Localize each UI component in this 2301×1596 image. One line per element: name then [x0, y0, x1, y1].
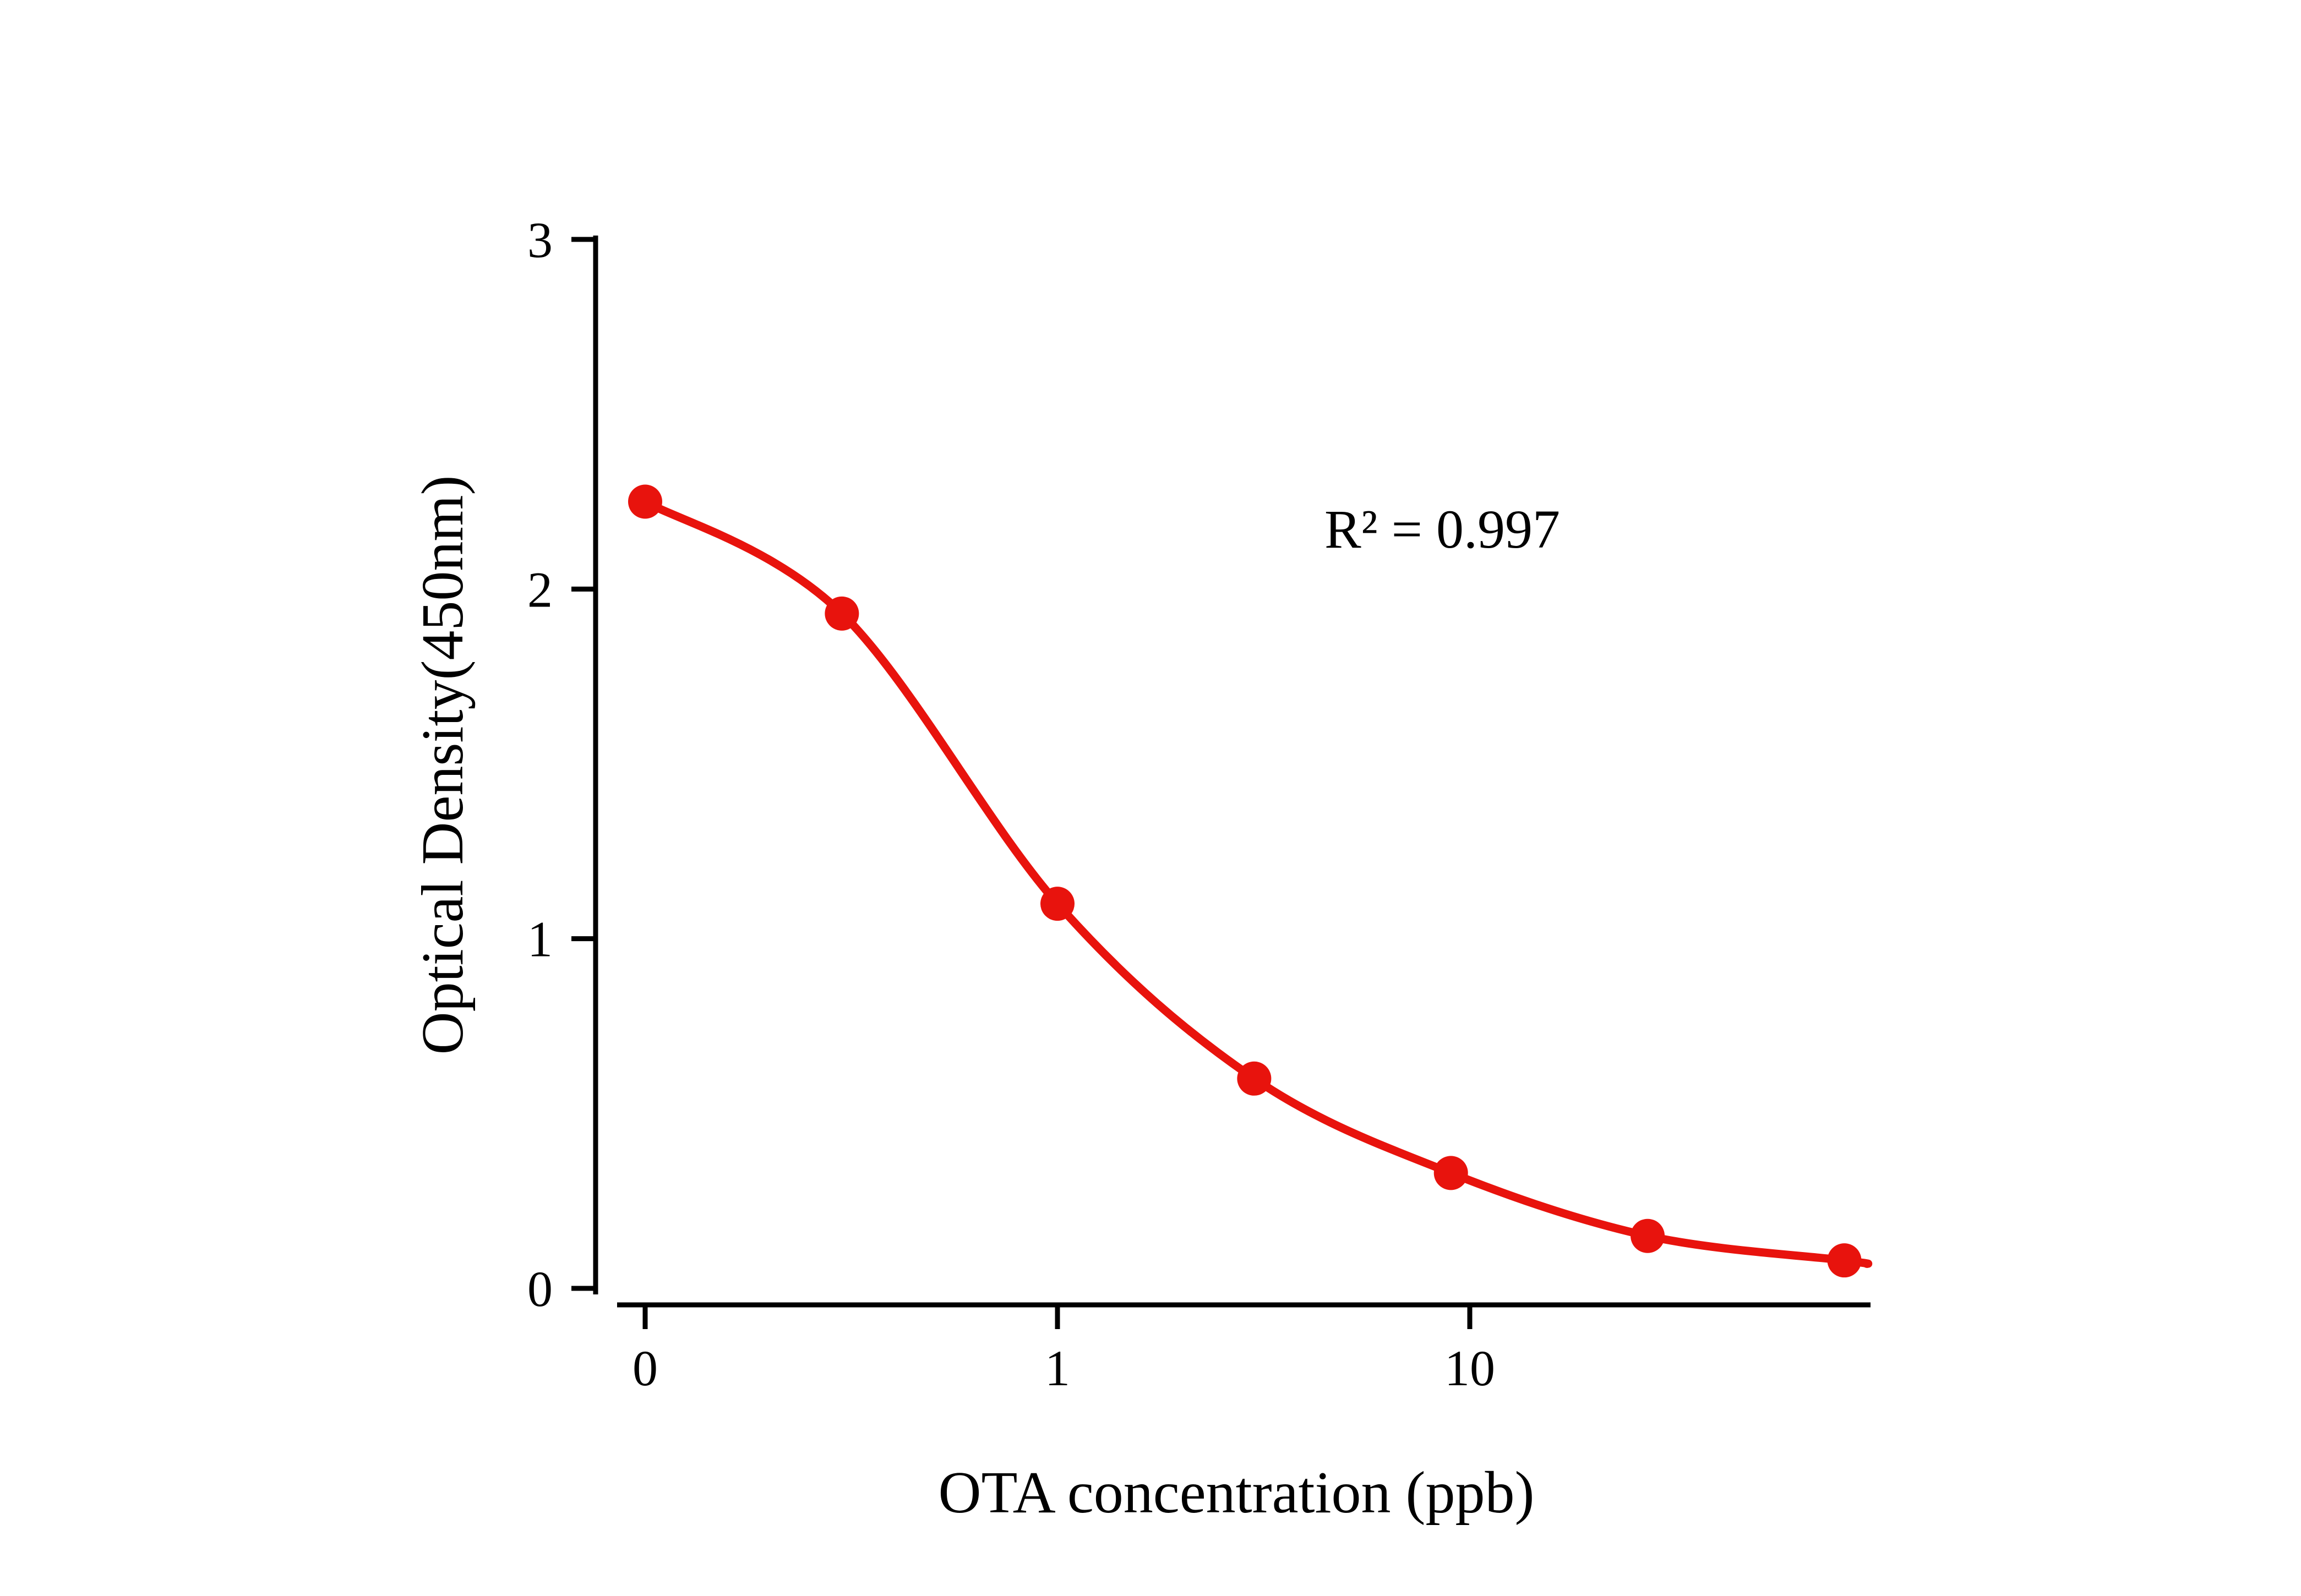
data-point [1827, 1243, 1862, 1278]
y-tick-label: 3 [527, 212, 553, 268]
x-axis-title: OTA concentration (ppb) [938, 1460, 1534, 1526]
x-tick-label: 1 [1045, 1340, 1070, 1396]
data-point [1040, 887, 1075, 921]
r-squared-annotation: R² = 0.997 [1324, 499, 1560, 560]
y-axis-title: Optical Density(450nm) [410, 475, 476, 1055]
y-tick-label: 2 [527, 561, 553, 617]
data-point [1237, 1061, 1272, 1096]
data-point [825, 596, 859, 631]
data-point [628, 484, 662, 519]
data-point [1631, 1218, 1665, 1253]
y-tick-label: 0 [527, 1261, 553, 1317]
x-tick-label: 0 [632, 1340, 658, 1396]
x-tick-label: 10 [1444, 1340, 1495, 1396]
y-tick-label: 1 [527, 911, 553, 968]
data-point [1433, 1156, 1468, 1190]
